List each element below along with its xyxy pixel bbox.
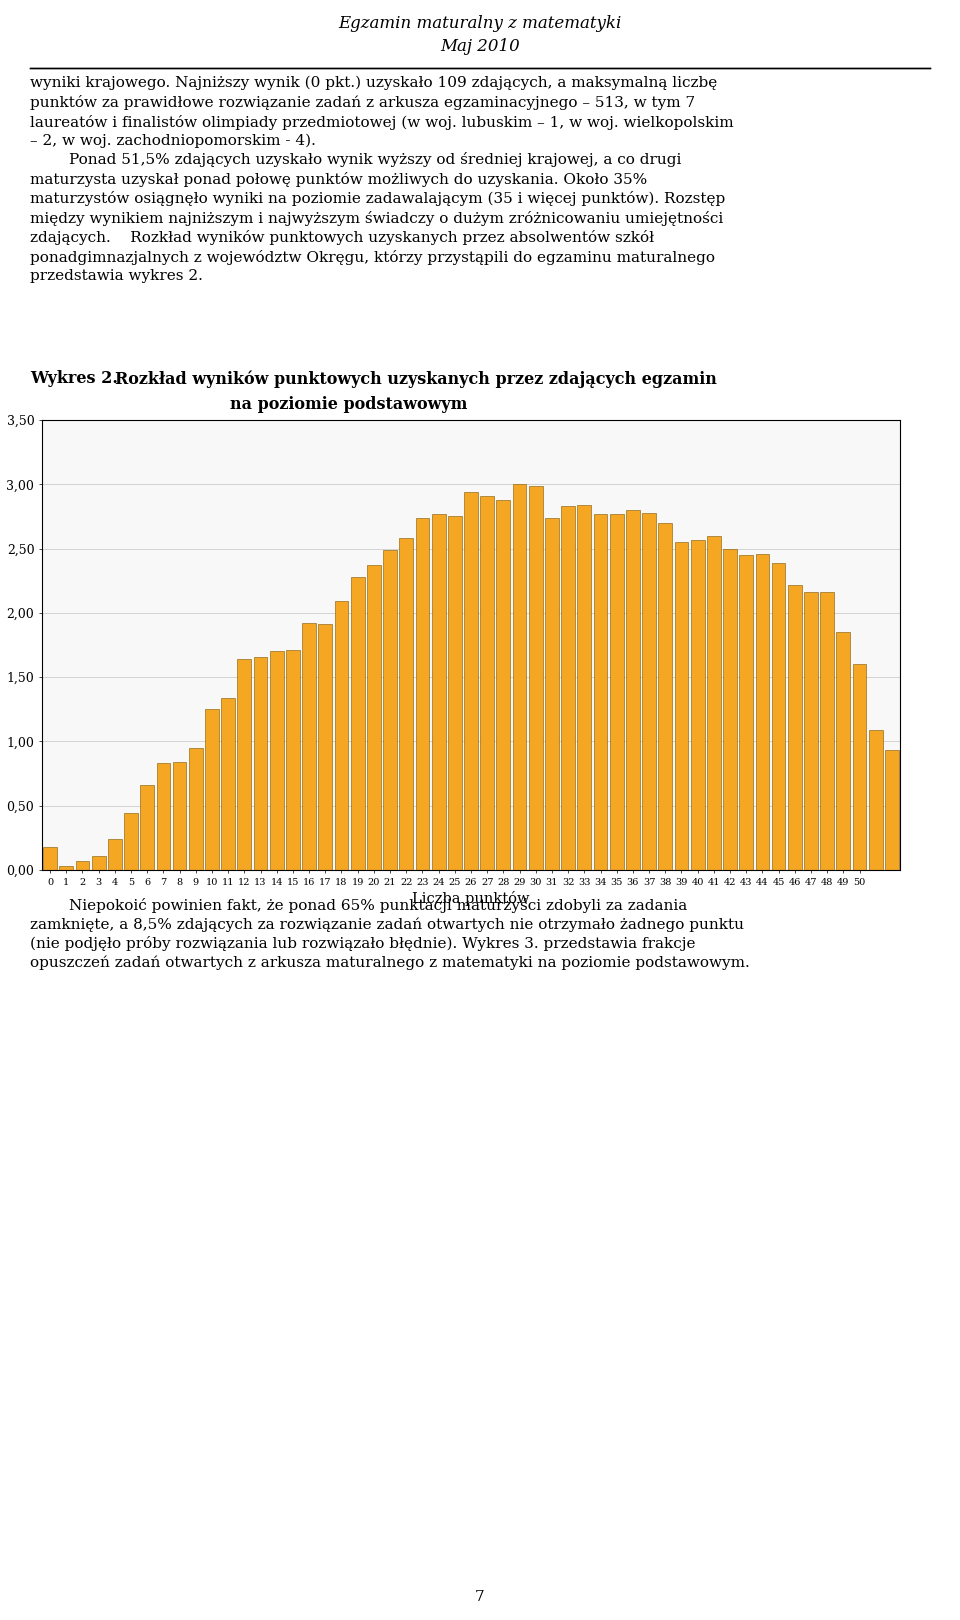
Bar [788, 585, 802, 870]
Bar [691, 539, 705, 870]
Bar [124, 813, 138, 870]
Bar [593, 514, 608, 870]
Bar [707, 536, 721, 870]
Bar [578, 505, 591, 870]
Text: Maj 2010: Maj 2010 [440, 37, 520, 55]
Bar [416, 518, 429, 870]
Bar [350, 577, 365, 870]
Bar [464, 492, 478, 870]
Bar [723, 549, 737, 870]
Text: 7: 7 [475, 1589, 485, 1604]
Bar [156, 763, 170, 870]
Bar [772, 562, 785, 870]
X-axis label: Liczba punktów: Liczba punktów [412, 891, 530, 906]
Bar [432, 514, 445, 870]
Bar [222, 698, 235, 870]
Bar [739, 556, 753, 870]
Bar [189, 748, 203, 870]
Bar [820, 593, 834, 870]
Bar [610, 514, 624, 870]
Bar [253, 656, 268, 870]
Text: Egzamin maturalny z matematyki: Egzamin maturalny z matematyki [338, 15, 622, 32]
Bar [496, 499, 511, 870]
Bar [885, 750, 899, 870]
Bar [836, 632, 851, 870]
Bar [383, 549, 396, 870]
Bar [642, 512, 656, 870]
Bar [140, 786, 155, 870]
Bar [804, 593, 818, 870]
Bar [319, 624, 332, 870]
Bar [529, 486, 542, 870]
Bar [43, 847, 57, 870]
Bar [480, 496, 494, 870]
Text: wyniki krajowego. Najniższy wynik (0 pkt.) uzyskało 109 zdających, a maksymalną : wyniki krajowego. Najniższy wynik (0 pkt… [30, 76, 733, 147]
Bar [205, 710, 219, 870]
Bar [237, 659, 252, 870]
Text: Niepokoić powinien fakt, że ponad 65% punktacji maturzyści zdobyli za zadania
za: Niepokoić powinien fakt, że ponad 65% pu… [30, 897, 750, 970]
Bar [286, 650, 300, 870]
Bar [173, 761, 186, 870]
Bar [60, 867, 73, 870]
Bar [675, 543, 688, 870]
Text: Ponad 51,5% zdających uzyskało wynik wyższy od średniej krajowej, a co drugi
mat: Ponad 51,5% zdających uzyskało wynik wyż… [30, 152, 725, 284]
Bar [659, 523, 672, 870]
Bar [513, 484, 526, 870]
Bar [448, 517, 462, 870]
Bar [335, 601, 348, 870]
Bar [92, 855, 106, 870]
Bar [626, 510, 639, 870]
Bar [852, 664, 867, 870]
Bar [270, 651, 283, 870]
Bar [302, 624, 316, 870]
Bar [869, 731, 882, 870]
Bar [367, 565, 381, 870]
Bar [545, 518, 559, 870]
Bar [756, 554, 769, 870]
Text: Rozkład wyników punktowych uzyskanych przez zdających egzamin: Rozkład wyników punktowych uzyskanych pr… [115, 369, 717, 387]
Text: Wykres 2.: Wykres 2. [30, 369, 118, 387]
Bar [399, 538, 413, 870]
Bar [562, 505, 575, 870]
Bar [76, 860, 89, 870]
Text: na poziomie podstawowym: na poziomie podstawowym [230, 395, 468, 413]
Bar [108, 839, 122, 870]
